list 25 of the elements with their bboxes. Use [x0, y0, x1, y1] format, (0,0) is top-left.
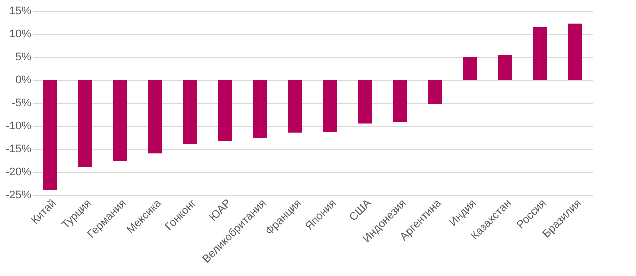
bar — [568, 24, 582, 80]
bar — [534, 28, 548, 80]
y-tick-label: -15% — [6, 144, 32, 156]
y-tick-label: -25% — [6, 190, 32, 202]
y-tick-label: -20% — [6, 166, 32, 178]
bar — [288, 80, 302, 133]
bar — [498, 55, 512, 80]
y-tick-label: -5% — [12, 98, 32, 110]
bar — [148, 80, 162, 154]
y-tick-label: 5% — [16, 52, 32, 64]
y-tick-label: 10% — [9, 28, 32, 40]
y-tick-label: 0% — [16, 74, 32, 86]
bar — [324, 80, 338, 132]
y-tick-label: -10% — [6, 120, 32, 132]
bar — [254, 80, 268, 138]
bar — [464, 57, 478, 80]
y-tick-label: 15% — [9, 6, 32, 18]
bar — [78, 80, 92, 168]
bar — [44, 80, 58, 190]
bar — [184, 80, 198, 144]
bar — [428, 80, 442, 104]
bar — [218, 80, 232, 142]
bar — [114, 80, 128, 162]
bar — [358, 80, 372, 124]
bar — [394, 80, 408, 122]
